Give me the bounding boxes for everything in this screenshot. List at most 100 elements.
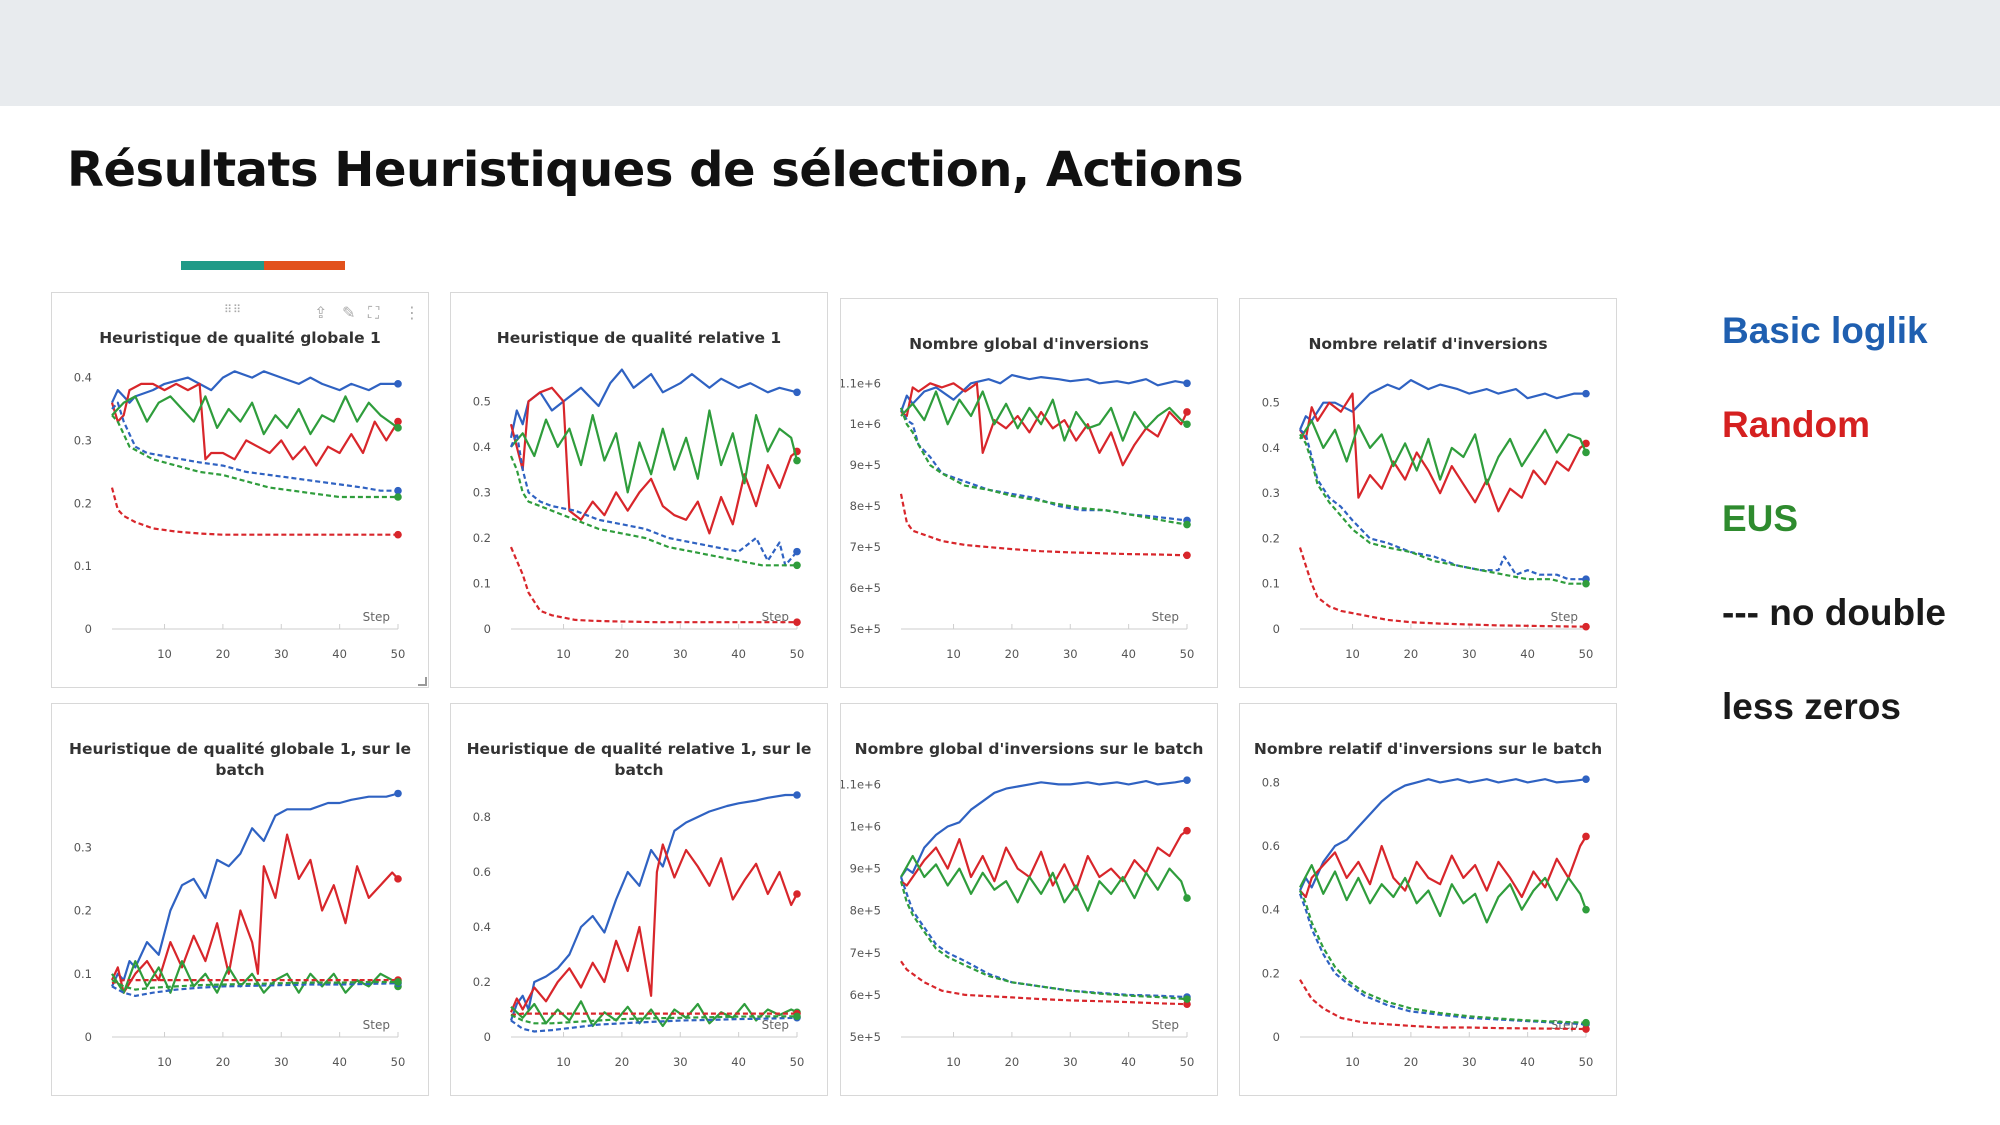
x-tick-label: 50 <box>1579 1055 1594 1069</box>
y-tick-label: 0.2 <box>1262 966 1280 980</box>
y-tick-label: 0 <box>484 1030 491 1044</box>
x-tick-label: 30 <box>1462 1055 1477 1069</box>
series-line-eus <box>510 409 799 494</box>
series-line-random-dashed <box>900 960 1188 1006</box>
edit-icon[interactable]: ✎ <box>342 303 356 322</box>
series-line-basic <box>1298 778 1587 892</box>
y-tick-label: 1.1e+6 <box>841 777 881 791</box>
more-icon[interactable]: ⋮ <box>404 303 420 322</box>
drag-handle-icon[interactable]: ⠿⠿ <box>224 303 243 316</box>
series-line-basic <box>509 793 797 1021</box>
series-line-random <box>900 382 1188 467</box>
chart-svg: Nombre relatif d'inversions sur le batch… <box>1254 740 1602 1069</box>
top-banner <box>0 0 2000 106</box>
series-end-point <box>793 547 801 556</box>
x-axis-label: Step <box>762 1018 789 1032</box>
series-end-point <box>1183 520 1191 529</box>
chart-title: Heuristique de qualité globale 1 <box>99 329 381 347</box>
x-tick-label: 20 <box>1005 1055 1020 1069</box>
x-tick-label: 20 <box>1404 647 1419 661</box>
chart-panel-inversions-relatif: Nombre relatif d'inversions 0 0.1 0.2 0.3 0.4… <box>1239 298 1617 688</box>
y-tick-label: 0.3 <box>74 433 92 447</box>
series-end-point <box>1582 905 1590 914</box>
y-tick-label: 0 <box>85 622 92 636</box>
y-tick-label: 5e+5 <box>850 1030 881 1044</box>
series-line-eus-dashed <box>509 455 797 567</box>
chart-panel-heuristique-relative: Heuristique de qualité relative 1 0 0.1 0.2… <box>450 292 828 688</box>
y-tick-label: 5e+5 <box>850 622 881 636</box>
x-tick-label: 50 <box>1180 647 1195 661</box>
series-line-eus-dashed <box>1299 433 1586 585</box>
x-tick-label: 40 <box>731 1055 746 1069</box>
chart-panel-inversions-relatif-batch: Nombre relatif d'inversions sur le batch… <box>1239 703 1617 1096</box>
y-tick-label: 0.8 <box>1262 775 1280 789</box>
series-end-point <box>1183 894 1191 902</box>
legend: Basic loglik Random EUS --- no double le… <box>1722 302 1946 772</box>
series-line-basic <box>111 370 398 404</box>
series-line-eus-dashed <box>111 414 398 499</box>
expand-icon[interactable]: ⛶ <box>368 303 380 322</box>
chart-panel-heuristique-relative-batch: Heuristique de qualité relative 1, sur l… <box>450 703 828 1096</box>
accent-bar-teal <box>181 261 264 270</box>
x-axis-label: Step <box>363 1018 390 1032</box>
x-tick-label: 40 <box>1520 1055 1535 1069</box>
x-tick-label: 10 <box>946 647 961 661</box>
series-end-point <box>394 875 402 883</box>
series-line-eus <box>900 854 1189 912</box>
chart-title: Heuristique de qualité relative 1 <box>497 329 781 347</box>
x-axis-label: Step <box>1551 610 1578 624</box>
series-line-random <box>509 843 798 1013</box>
chart-panel-inversions-global-batch: Nombre global d'inversions sur le batch 5… <box>840 703 1218 1096</box>
y-tick-label: 0.2 <box>473 975 491 989</box>
series-line-random <box>900 829 1188 891</box>
series-end-point <box>394 417 402 426</box>
x-tick-label: 50 <box>1180 1055 1195 1069</box>
chart-title: Heuristique de qualité globale 1, sur le <box>69 740 411 758</box>
chart-title: Nombre global d'inversions sur le batch <box>855 740 1204 758</box>
series-line-basic <box>899 373 1188 413</box>
series-line-eus-dashed <box>111 979 398 991</box>
y-tick-label: 9e+5 <box>850 862 881 876</box>
series-line-eus-dashed <box>510 1014 797 1025</box>
series-line-basic-dashed <box>899 876 1188 999</box>
y-tick-label: 0.2 <box>1262 531 1280 545</box>
series-end-point <box>793 561 801 570</box>
y-tick-label: 0.5 <box>473 394 491 408</box>
y-tick-label: 0.4 <box>1262 903 1280 917</box>
series-line-eus <box>111 960 399 994</box>
y-tick-label: 0.6 <box>473 865 491 879</box>
x-tick-label: 50 <box>790 647 805 661</box>
y-tick-label: 0.1 <box>74 967 92 981</box>
y-tick-label: 0.3 <box>74 840 92 854</box>
y-tick-label: 0 <box>484 622 491 636</box>
x-tick-label: 30 <box>274 647 289 661</box>
x-tick-label: 40 <box>332 647 347 661</box>
x-tick-label: 40 <box>1121 1055 1136 1069</box>
y-tick-label: 6e+5 <box>850 581 881 595</box>
series-end-point <box>793 388 801 397</box>
series-line-basic-dashed <box>1299 428 1586 581</box>
series-line-random-dashed <box>899 493 1188 557</box>
series-line-eus-dashed <box>899 880 1188 1001</box>
y-tick-label: 0.3 <box>1262 486 1280 500</box>
series-end-point <box>1183 408 1191 416</box>
series-line-basic <box>900 779 1188 878</box>
x-tick-label: 30 <box>1063 647 1078 661</box>
x-axis-label: Step <box>762 610 789 624</box>
series-end-point <box>394 380 402 388</box>
series-end-point <box>1183 551 1191 560</box>
x-tick-label: 20 <box>615 1055 630 1069</box>
chart-svg: Heuristique de qualité globale 1, sur le… <box>69 740 411 1069</box>
series-line-basic-dashed <box>111 982 399 997</box>
resize-handle-icon[interactable] <box>418 677 427 686</box>
x-tick-label: 30 <box>1462 647 1477 661</box>
accent-bar-orange <box>264 261 345 270</box>
x-tick-label: 10 <box>1345 1055 1360 1069</box>
chart-title: batch <box>614 761 663 779</box>
series-end-point <box>1183 379 1191 388</box>
share-icon[interactable]: ⇪ <box>314 303 328 322</box>
y-tick-label: 0 <box>1273 1030 1280 1044</box>
chart-svg: Nombre relatif d'inversions 0 0.1 0.2 0.3 0.4… <box>1262 335 1594 661</box>
series-end-point <box>1582 1018 1590 1027</box>
series-line-eus <box>1299 419 1588 486</box>
